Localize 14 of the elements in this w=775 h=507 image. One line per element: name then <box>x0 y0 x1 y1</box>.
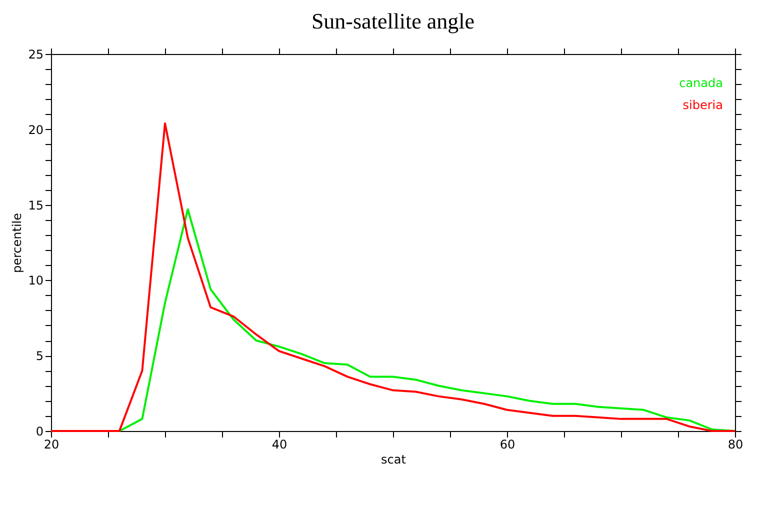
y-tick-label: 0 <box>36 424 44 438</box>
chart-title: Sun-satellite angle <box>311 8 475 34</box>
y-tick-label: 25 <box>28 48 44 62</box>
text: siberia <box>682 98 723 112</box>
x-tick-label: 40 <box>272 438 288 452</box>
x-tick-label: 80 <box>728 438 744 452</box>
y-tick-label: 5 <box>36 349 44 364</box>
x-tick-label: 60 <box>500 438 516 452</box>
y-axis-title: percentile <box>10 212 24 274</box>
x-axis-title: scat <box>381 452 406 466</box>
y-tick-label: 20 <box>28 122 44 137</box>
text: canada <box>679 76 723 90</box>
y-tick-label: 15 <box>28 198 44 212</box>
y-tick-label: 10 <box>28 274 44 288</box>
